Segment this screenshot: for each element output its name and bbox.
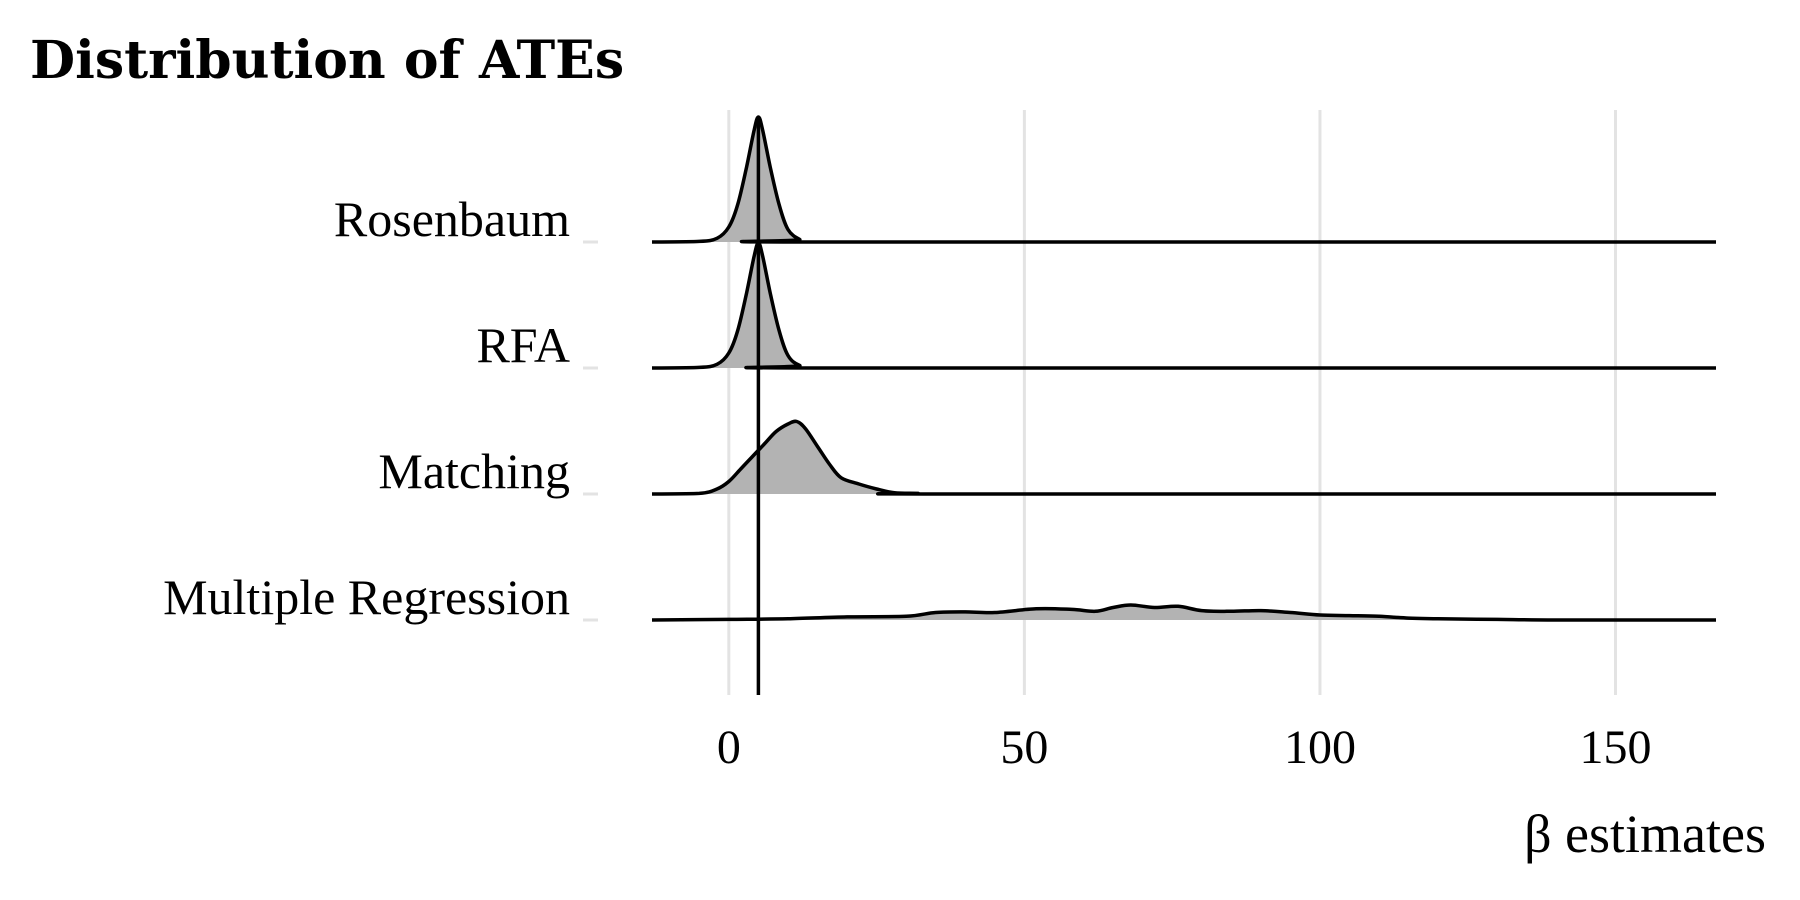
x-tick-label-50: 50 xyxy=(1000,721,1048,774)
ridges xyxy=(651,115,1716,622)
ridge-line-multiple-regression xyxy=(651,603,1716,622)
ridge-fill-rfa xyxy=(652,243,1716,368)
x-tick-labels: 0 50 100 150 xyxy=(717,721,1652,774)
ridge-line-rfa xyxy=(651,241,1716,370)
ridge-fill-rosenbaum xyxy=(652,117,1716,242)
category-labels: Rosenbaum RFA Matching Multiple Regression xyxy=(163,191,598,625)
category-label-rfa: RFA xyxy=(476,317,570,373)
category-label-matching: Matching xyxy=(378,443,570,499)
ridge-fill-matching xyxy=(652,421,1716,494)
x-tick-label-0: 0 xyxy=(717,721,741,774)
category-label-rosenbaum: Rosenbaum xyxy=(334,191,570,247)
ridge-line-matching xyxy=(651,419,1716,496)
category-label-multiple-regression: Multiple Regression xyxy=(163,569,570,625)
gridlines xyxy=(727,110,1618,695)
ridge-line-rosenbaum xyxy=(651,115,1716,244)
x-tick-label-150: 150 xyxy=(1580,721,1652,774)
x-axis-title: β estimates xyxy=(1524,804,1766,864)
chart-title: Distribution of ATEs xyxy=(30,30,624,91)
x-tick-label-100: 100 xyxy=(1284,721,1356,774)
